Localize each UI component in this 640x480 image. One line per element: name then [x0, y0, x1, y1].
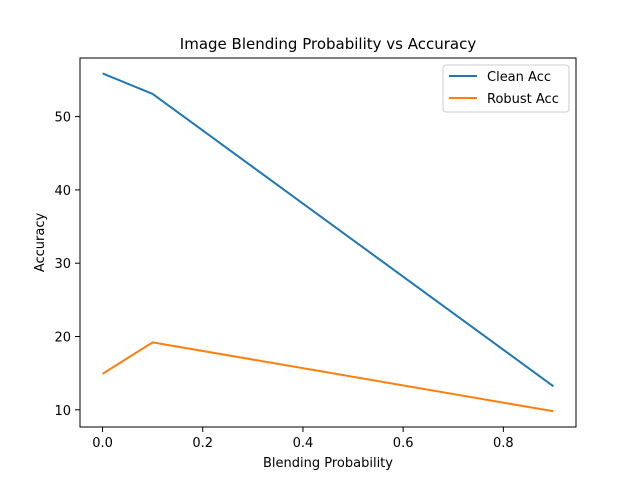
x-axis-label: Blending Probability — [263, 456, 393, 471]
y-tick-label: 30 — [54, 257, 71, 272]
series-line-0 — [102, 72, 555, 388]
legend-label-1: Robust Acc — [487, 92, 559, 107]
x-tick-label: 0.4 — [293, 436, 314, 451]
legend-label-0: Clean Acc — [487, 70, 551, 85]
x-tick-label: 0.0 — [92, 436, 113, 451]
x-tick-label: 0.2 — [192, 436, 213, 451]
y-tick-label: 50 — [54, 111, 71, 126]
x-tick-label: 0.8 — [493, 436, 514, 451]
plot-frame — [79, 57, 577, 428]
y-axis: 10 20 30 40 50 — [54, 111, 80, 419]
x-axis: 0.0 0.2 0.4 0.6 0.8 — [92, 427, 514, 451]
chart-title: Image Blending Probability vs Accuracy — [180, 35, 477, 53]
y-axis-label: Accuracy — [33, 213, 48, 273]
series-layer — [102, 72, 555, 413]
series-line-1 — [102, 341, 554, 413]
legend: Clean Acc Robust Acc — [442, 64, 570, 113]
y-tick-label: 20 — [54, 330, 71, 345]
y-tick-label: 40 — [54, 184, 71, 199]
y-tick-label: 10 — [54, 404, 71, 419]
x-tick-label: 0.6 — [393, 436, 414, 451]
